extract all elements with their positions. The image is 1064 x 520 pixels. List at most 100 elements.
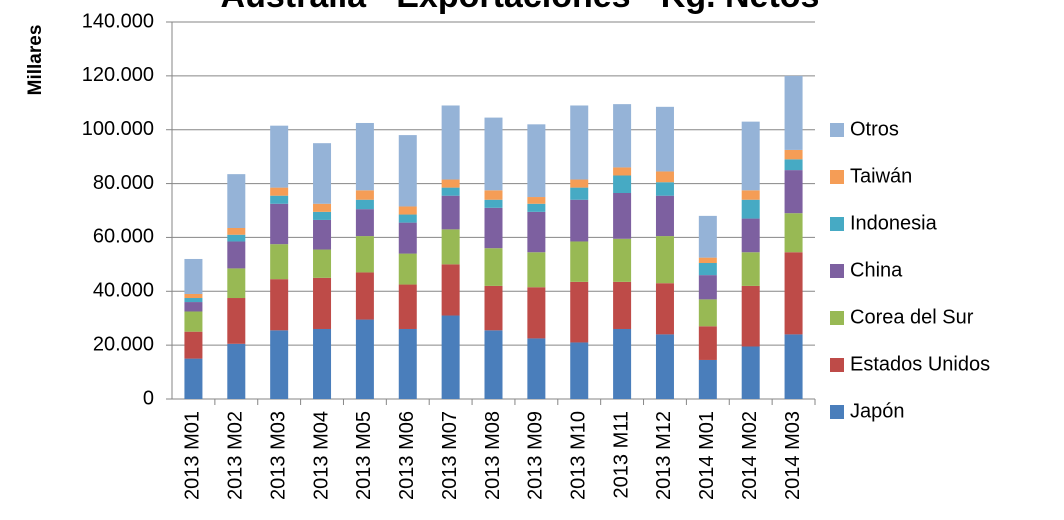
bar-segment — [227, 241, 246, 269]
bar-segment — [313, 328, 332, 399]
bar-segment — [355, 319, 374, 399]
bar-segment — [698, 257, 717, 264]
bar-segment — [355, 122, 374, 191]
bar-segment — [741, 346, 760, 399]
bar-segment — [570, 179, 589, 188]
x-tick-label: 2014 M03 — [782, 411, 804, 500]
bar-segment — [570, 342, 589, 399]
bar-segment — [184, 302, 203, 312]
x-tick-label: 2013 M05 — [353, 411, 375, 500]
bar-segment — [441, 179, 460, 188]
bar-segment — [184, 331, 203, 359]
bar-segment — [655, 334, 674, 399]
bar-segment — [698, 275, 717, 300]
bar-segment — [613, 167, 632, 176]
bar-segment — [613, 104, 632, 168]
bar-segment — [655, 236, 674, 284]
bar-segment — [698, 263, 717, 276]
bar-segment — [741, 190, 760, 200]
y-tick-label: 40.000 — [93, 280, 154, 302]
bar-segment — [784, 149, 803, 160]
bar-segment — [441, 315, 460, 399]
y-tick-label: 0 — [143, 387, 154, 409]
x-tick-label: 2013 M11 — [610, 411, 632, 498]
x-tick-label: 2013 M08 — [482, 411, 504, 500]
chart-title: Australia - Exportaciones - Kg. Netos — [221, 0, 820, 15]
bar-segment — [613, 192, 632, 239]
bar-segment — [741, 199, 760, 219]
bar-segment — [227, 174, 246, 229]
x-tick-label: 2013 M02 — [225, 411, 247, 500]
x-tick-label: 2013 M12 — [653, 411, 675, 500]
bar-segment — [484, 207, 503, 249]
bar-segment — [613, 281, 632, 329]
bar-segment — [398, 135, 417, 207]
bar-segment — [527, 203, 546, 212]
bar-segment — [313, 249, 332, 278]
bar-segment — [484, 330, 503, 399]
y-tick-label: 80.000 — [93, 172, 154, 194]
bar-segment — [270, 195, 289, 204]
bar-segment — [613, 328, 632, 399]
bar-segment — [527, 211, 546, 253]
bar-segment — [184, 293, 203, 299]
bar-segment — [527, 197, 546, 204]
bar-segment — [227, 343, 246, 399]
x-tick-label: 2013 M09 — [525, 411, 547, 500]
bar-segment — [655, 283, 674, 335]
bar-segment — [313, 203, 332, 212]
bar-segment — [398, 206, 417, 215]
bar-segment — [484, 285, 503, 331]
x-tick-label: 2013 M01 — [182, 411, 204, 500]
y-axis-label: Millares — [25, 25, 46, 96]
bar-segment — [441, 105, 460, 180]
legend-label: Indonesia — [850, 212, 938, 234]
bar-segment — [270, 244, 289, 280]
bar-segment — [527, 338, 546, 399]
bar-segment — [741, 285, 760, 347]
legend-swatch — [830, 170, 844, 184]
bar-segment — [441, 195, 460, 230]
bar-segment — [227, 298, 246, 344]
bar-segment — [441, 229, 460, 265]
bar-segment — [398, 328, 417, 399]
bar-segment — [570, 105, 589, 180]
bar-segment — [655, 182, 674, 196]
bar-segment — [784, 334, 803, 399]
bar-segment — [184, 298, 203, 303]
bar-segment — [570, 187, 589, 200]
legend-label: Taiwán — [850, 165, 912, 187]
bar-segment — [355, 209, 374, 237]
legend-label: Corea del Sur — [850, 306, 974, 328]
x-tick-label: 2013 M03 — [267, 411, 289, 500]
bar-segment — [227, 268, 246, 299]
bar-segment — [184, 358, 203, 399]
bar-segment — [784, 170, 803, 214]
bar-segment — [184, 258, 203, 294]
bar-segment — [355, 199, 374, 210]
bar-segment — [270, 330, 289, 399]
x-tick-label: 2014 M01 — [696, 411, 718, 500]
bar-segment — [698, 299, 717, 327]
bar-segment — [355, 236, 374, 273]
legend-swatch — [830, 123, 844, 137]
y-tick-label: 120.000 — [82, 64, 154, 86]
bar-segment — [741, 218, 760, 253]
bar-segment — [570, 199, 589, 242]
bar-segment — [655, 171, 674, 183]
bar-segment — [613, 238, 632, 282]
bar-segment — [484, 199, 503, 208]
legend-swatch — [830, 217, 844, 231]
bar-segment — [698, 326, 717, 360]
bar-segment — [527, 252, 546, 288]
legend-swatch — [830, 358, 844, 372]
bar-segment — [527, 124, 546, 198]
bar-segment — [313, 277, 332, 329]
bar-segment — [741, 252, 760, 286]
bar-segment — [784, 213, 803, 253]
bar-segment — [741, 121, 760, 191]
bar-segment — [484, 190, 503, 200]
legend-label: Estados Unidos — [850, 353, 990, 375]
bar-segment — [270, 187, 289, 196]
